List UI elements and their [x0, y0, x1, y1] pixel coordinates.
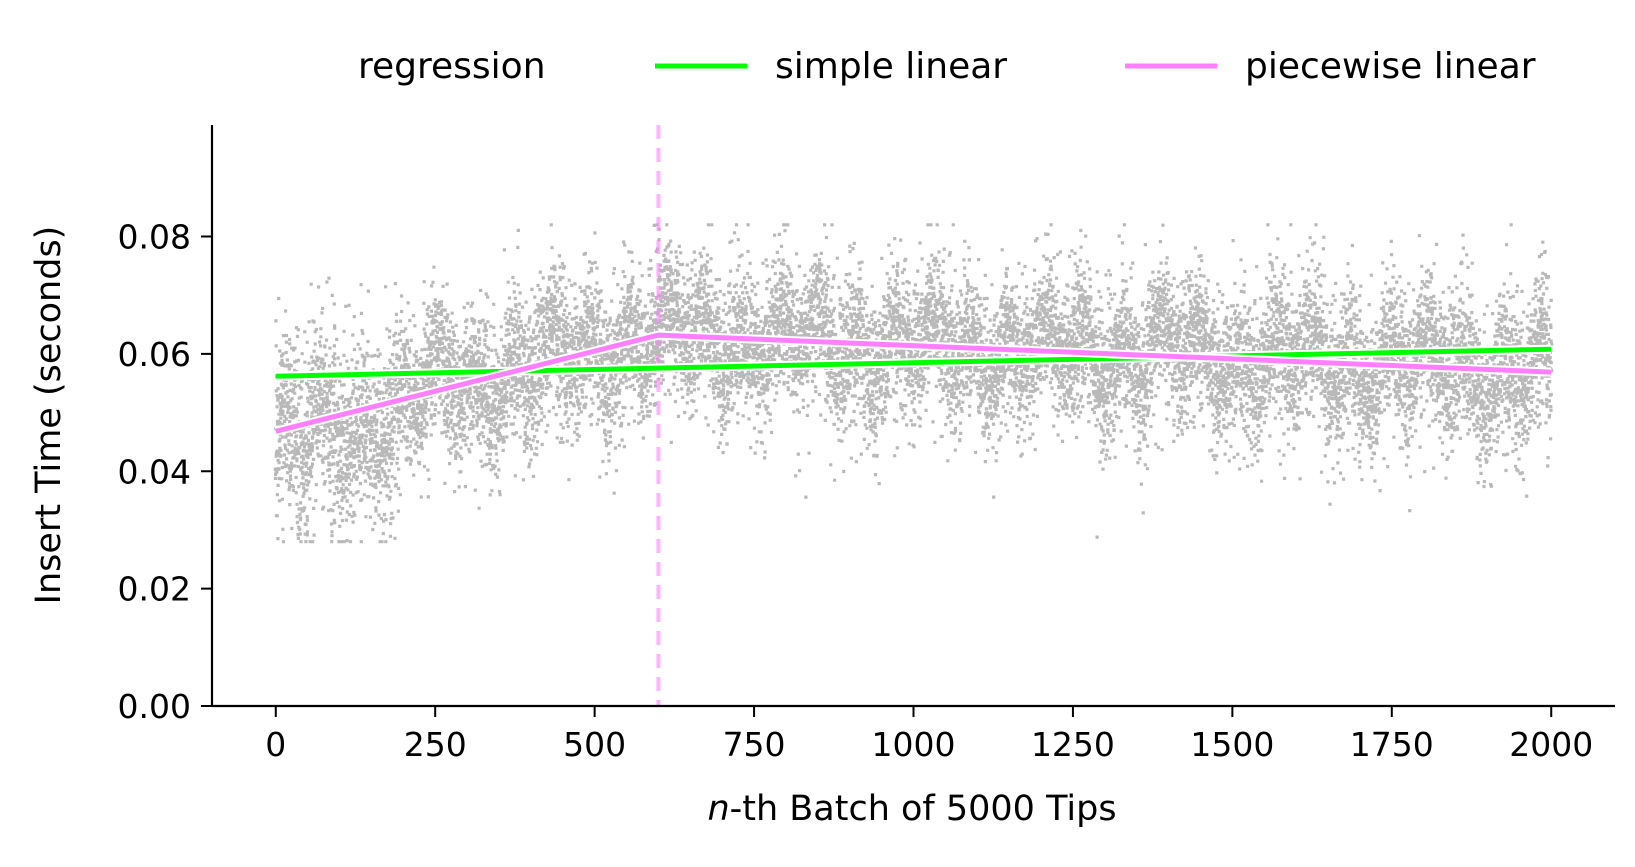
- y-tick-label: 0.00: [118, 687, 191, 726]
- y-axis-title: Insert Time (seconds): [29, 226, 69, 605]
- x-tick-label: 500: [563, 725, 626, 764]
- x-tick-label: 1250: [1031, 725, 1115, 764]
- x-tick-label: 1000: [872, 725, 956, 764]
- legend-label-simple-linear: simple linear: [775, 46, 1007, 87]
- y-tick-label: 0.04: [118, 452, 191, 491]
- simple-linear-line: [275, 346, 1552, 379]
- x-tick-label: 250: [404, 725, 467, 764]
- x-axis-title-italic: n: [707, 789, 729, 829]
- y-tick-label: 0.08: [118, 218, 191, 257]
- x-tick-label: 750: [723, 725, 786, 764]
- x-tick-label: 2000: [1509, 725, 1593, 764]
- y-tick-label: 0.02: [118, 570, 191, 609]
- regression-lines-layer: [274, 125, 1552, 706]
- piecewise-linear-line: [275, 332, 1552, 434]
- x-axis-title-rest: -th Batch of 5000 Tips: [730, 789, 1117, 829]
- x-axis-title: n-th Batch of 5000 Tips: [707, 789, 1116, 829]
- x-tick-label: 1500: [1190, 725, 1274, 764]
- y-tick-label: 0.06: [118, 335, 191, 374]
- legend: regression simple linear piecewise linear: [358, 46, 1536, 87]
- legend-label-piecewise-linear: piecewise linear: [1245, 46, 1536, 87]
- x-tick-label: 0: [265, 725, 286, 764]
- legend-title: regression: [358, 46, 546, 87]
- axes-layer: 0 250 500 750 1000 1250 1500 1750 2000 0.00 0.02 0.…: [118, 125, 1615, 764]
- x-tick-label: 1750: [1350, 725, 1434, 764]
